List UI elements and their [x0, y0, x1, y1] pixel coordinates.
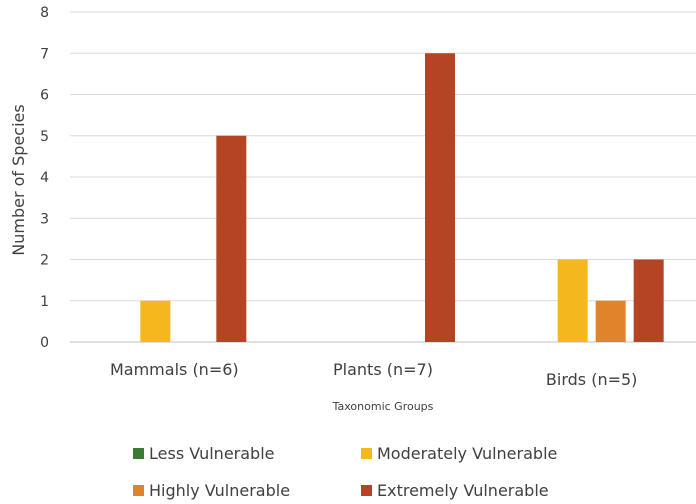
x-category-label: Plants (n=7) [333, 360, 433, 379]
y-tick-labels: 0 1 2 3 4 5 6 7 8 [40, 5, 49, 351]
x-category-label: Birds (n=5) [546, 370, 638, 389]
chart: 0 1 2 3 4 5 6 7 8 Mammals (n=6) Plants (n=7) Birds… [9, 5, 696, 413]
legend: Less Vulnerable Moderately Vulnerable Hi… [0, 438, 696, 504]
bar-extremely-vulnerable [633, 259, 664, 342]
legend-label: Moderately Vulnerable [377, 444, 558, 463]
legend-swatch [133, 485, 144, 496]
legend-item-less-vulnerable: Less Vulnerable [133, 444, 275, 463]
x-axis-title: Taxonomic Groups [332, 400, 434, 413]
y-tick-label: 0 [40, 335, 49, 351]
x-category-labels: Mammals (n=6) Plants (n=7) Birds (n=5) [110, 360, 637, 389]
y-tick-label: 7 [40, 46, 49, 62]
y-tick-label: 4 [40, 170, 49, 186]
bar-extremely-vulnerable [216, 135, 247, 342]
legend-swatch [133, 448, 144, 459]
gridlines [70, 11, 696, 343]
bar-moderately-vulnerable [140, 300, 171, 342]
bars [140, 53, 664, 342]
x-category-label: Mammals (n=6) [110, 360, 239, 379]
y-tick-label: 2 [40, 253, 49, 269]
legend-label: Highly Vulnerable [149, 481, 291, 500]
legend-swatch [361, 485, 372, 496]
bar-extremely-vulnerable [425, 53, 455, 342]
y-tick-label: 5 [40, 129, 49, 145]
legend-label: Less Vulnerable [149, 444, 275, 463]
y-tick-label: 3 [40, 211, 49, 227]
legend-swatch [361, 448, 372, 459]
y-tick-label: 1 [40, 294, 49, 310]
y-tick-label: 8 [40, 5, 49, 21]
y-axis-title: Number of Species [9, 104, 28, 255]
legend-item-highly-vulnerable: Highly Vulnerable [133, 481, 290, 500]
bar-moderately-vulnerable [557, 259, 588, 342]
bar-highly-vulnerable [595, 300, 626, 342]
legend-item-extremely-vulnerable: Extremely Vulnerable [361, 481, 549, 500]
y-tick-label: 6 [40, 88, 49, 104]
legend-label: Extremely Vulnerable [377, 481, 549, 500]
legend-item-moderately-vulnerable: Moderately Vulnerable [361, 444, 557, 463]
